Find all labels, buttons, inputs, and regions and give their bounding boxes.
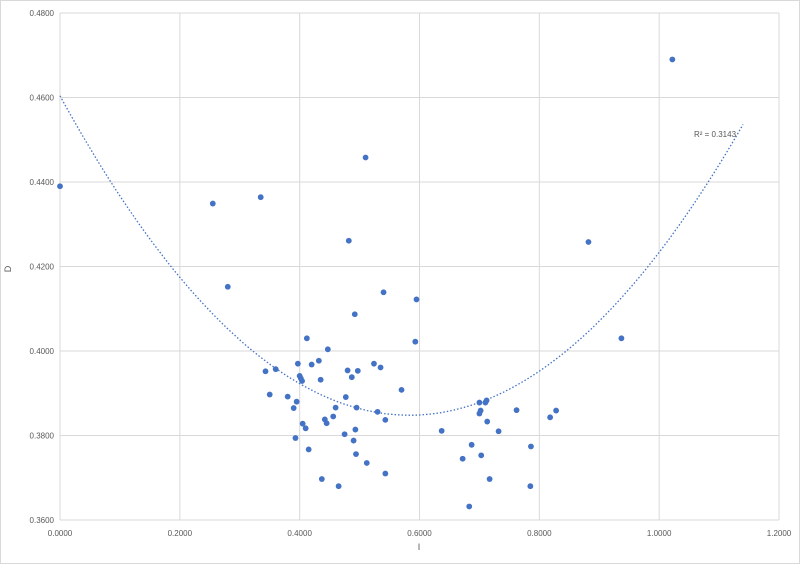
data-point [303, 335, 310, 342]
data-point [382, 416, 389, 423]
data-point [224, 283, 231, 290]
x-tick-label: 0.0000 [48, 529, 73, 538]
data-point [342, 394, 349, 400]
data-point [412, 338, 419, 345]
y-tick-label: 0.4000 [30, 347, 55, 356]
data-point [317, 376, 324, 383]
data-point [57, 183, 63, 190]
gridlines [59, 12, 780, 521]
data-point [209, 200, 216, 207]
data-point [323, 420, 330, 427]
data-point [527, 483, 534, 490]
data-point [330, 413, 337, 420]
data-point [513, 407, 520, 414]
data-point [290, 405, 297, 411]
data-point [486, 476, 493, 482]
data-point [398, 386, 405, 393]
data-point [413, 296, 420, 303]
data-point [318, 476, 325, 482]
data-point [371, 360, 377, 367]
x-axis-label: I [418, 542, 421, 552]
data-point [466, 503, 473, 510]
data-point [324, 346, 331, 353]
x-tick-label: 1.0000 [647, 529, 672, 538]
y-tick-label: 0.3800 [30, 432, 55, 441]
trendline [59, 95, 744, 416]
data-point [484, 418, 491, 425]
data-point [348, 374, 355, 381]
data-point [477, 407, 484, 414]
data-point [350, 437, 357, 444]
data-point [294, 360, 301, 367]
data-point [332, 404, 339, 411]
y-tick-label: 0.4600 [30, 94, 55, 103]
data-point [266, 391, 273, 398]
data-point [341, 431, 348, 438]
data-point [299, 420, 306, 427]
data-point [382, 470, 389, 477]
data-point [377, 364, 384, 371]
x-tick-label: 0.4000 [287, 529, 312, 538]
data-point [468, 441, 475, 448]
data-point [362, 154, 369, 161]
data-point [262, 368, 269, 375]
data-point [476, 399, 483, 406]
data-point [351, 311, 358, 318]
data-point [585, 239, 592, 245]
x-tick-label: 0.2000 [168, 529, 193, 538]
data-points [57, 56, 676, 510]
data-point [257, 194, 264, 201]
x-tick-label: 0.6000 [407, 529, 432, 538]
data-point [618, 335, 625, 342]
data-point [299, 378, 305, 384]
data-point [353, 404, 360, 411]
data-point [363, 460, 370, 466]
data-point [459, 455, 466, 462]
y-tick-label: 0.3600 [30, 516, 55, 525]
data-point [302, 425, 309, 432]
data-point [292, 435, 299, 441]
y-tick-label: 0.4200 [30, 263, 55, 272]
y-axis-label: D [3, 265, 13, 272]
data-point [495, 428, 502, 435]
data-point [669, 56, 676, 63]
x-tick-label: 0.8000 [527, 529, 552, 538]
data-point [352, 426, 359, 433]
data-point [528, 443, 534, 450]
x-axis-tick-labels: 0.0000 0.2000 0.4000 0.6000 0.8000 1.0000 1.20… [48, 529, 792, 538]
y-tick-label: 0.4400 [30, 178, 55, 187]
data-point [284, 393, 291, 400]
data-point [354, 367, 361, 374]
y-axis-tick-labels: 0.3600 0.3800 0.4000 0.4200 0.4400 0.4600 0.48… [30, 9, 55, 525]
data-point [478, 452, 485, 459]
data-point [308, 361, 315, 368]
x-tick-label: 1.2000 [767, 529, 792, 538]
data-point [335, 483, 342, 490]
data-point [315, 357, 322, 364]
data-point [483, 397, 490, 404]
data-point [345, 237, 352, 244]
data-point [374, 408, 381, 415]
data-point [553, 407, 560, 414]
data-point [438, 427, 445, 434]
y-tick-label: 0.4800 [30, 9, 55, 18]
r-squared-label: R² = 0.3143 [694, 130, 737, 139]
data-point [547, 414, 554, 421]
data-point [272, 366, 279, 373]
data-point [305, 446, 312, 453]
data-point [380, 289, 387, 296]
data-point [293, 398, 300, 405]
data-point [344, 367, 351, 374]
data-point [353, 451, 359, 457]
